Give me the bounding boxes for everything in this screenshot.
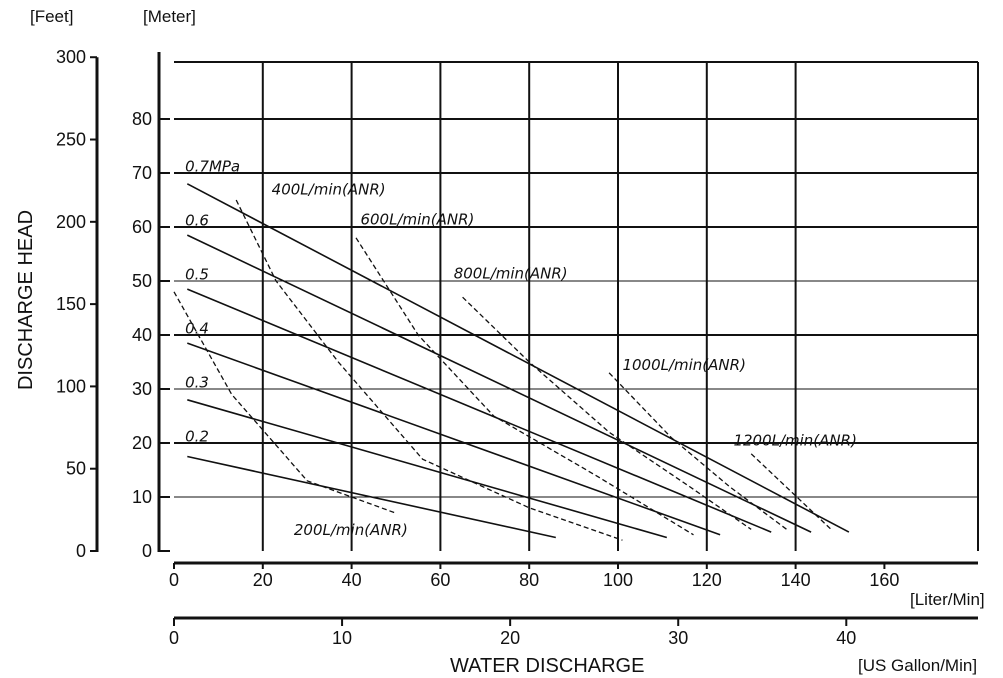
- y-tick-label-meter: 70: [132, 163, 152, 183]
- x-tick-label-lpm: 100: [603, 570, 633, 590]
- pressure-label: 0.6: [185, 211, 209, 229]
- x-tick-label-lpm: 160: [869, 570, 899, 590]
- air-consumption-label: 800L/min(ANR): [454, 264, 568, 282]
- x-tick-label-gpm: 30: [668, 628, 688, 648]
- series-lines: [173, 183, 850, 541]
- x-tick-label-gpm: 40: [836, 628, 856, 648]
- x-tick-label-gpm: 20: [500, 628, 520, 648]
- y-unit-meter: [Meter]: [143, 7, 196, 26]
- pressure-line: [187, 399, 668, 539]
- y-tick-label-meter: 10: [132, 487, 152, 507]
- x-tick-label-gpm: 10: [332, 628, 352, 648]
- air-consumption-line: [608, 372, 788, 530]
- pressure-label: 0.4: [185, 319, 209, 337]
- y-tick-label-feet: 300: [56, 47, 86, 67]
- pressure-line: [186, 288, 772, 533]
- grid: [174, 61, 979, 551]
- y-tick-label-meter: 40: [132, 325, 152, 345]
- air-consumption-label: 1000L/min(ANR): [622, 356, 745, 374]
- air-consumption-line: [750, 453, 832, 530]
- y-tick-label-feet: 0: [76, 541, 86, 561]
- pressure-label: 0.5: [185, 265, 209, 283]
- y-tick-label-meter: 20: [132, 433, 152, 453]
- pressure-line: [186, 234, 812, 533]
- y-tick-label-feet: 150: [56, 294, 86, 314]
- air-consumption-line: [173, 291, 397, 514]
- air-consumption-line: [355, 237, 694, 536]
- x-tick-label-lpm: 120: [692, 570, 722, 590]
- x-unit-gpm: [US Gallon/Min]: [858, 656, 977, 675]
- air-consumption-label: 200L/min(ANR): [294, 521, 408, 539]
- pressure-label: 0.3: [185, 373, 209, 391]
- y-tick-label-meter: 60: [132, 217, 152, 237]
- air-consumption-label: 600L/min(ANR): [360, 210, 474, 228]
- x-tick-label-gpm: 0: [169, 628, 179, 648]
- air-consumption-label: 400L/min(ANR): [272, 181, 386, 199]
- pressure-line: [187, 342, 721, 536]
- air-consumption-line: [462, 296, 752, 530]
- pressure-label: 0.2: [185, 427, 209, 445]
- air-consumption-label: 1200L/min(ANR): [733, 432, 856, 450]
- x-tick-label-lpm: 80: [519, 570, 539, 590]
- pressure-label: 0.7MPa: [185, 157, 240, 175]
- x-tick-label-lpm: 40: [342, 570, 362, 590]
- y-tick-label-meter: 50: [132, 271, 152, 291]
- x-tick-label-lpm: 60: [430, 570, 450, 590]
- y-tick-label-feet: 250: [56, 130, 86, 150]
- x-axis-title: WATER DISCHARGE: [450, 655, 644, 677]
- y-tick-label-meter: 80: [132, 109, 152, 129]
- y-tick-label-meter: 0: [142, 541, 152, 561]
- y-unit-feet: [Feet]: [30, 7, 73, 26]
- pressure-line: [187, 455, 556, 539]
- y-tick-label-feet: 100: [56, 376, 86, 396]
- series-labels: 0.7MPa 0.6 0.5 0.4 0.3 0.2 200L/min(ANR) 400L/m…: [185, 157, 857, 538]
- x-tick-label-lpm: 0: [169, 570, 179, 590]
- pressure-line: [186, 183, 850, 533]
- x-tick-label-lpm: 20: [253, 570, 273, 590]
- y-tick-label-feet: 200: [56, 212, 86, 232]
- air-consumption-line: [235, 199, 623, 541]
- y-tick-label-meter: 30: [132, 379, 152, 399]
- y-tick-label-feet: 50: [66, 459, 86, 479]
- y-axis-title: DISCHARGE HEAD: [15, 210, 37, 390]
- x-tick-label-lpm: 140: [781, 570, 811, 590]
- x-unit-lpm: [Liter/Min]: [910, 590, 985, 609]
